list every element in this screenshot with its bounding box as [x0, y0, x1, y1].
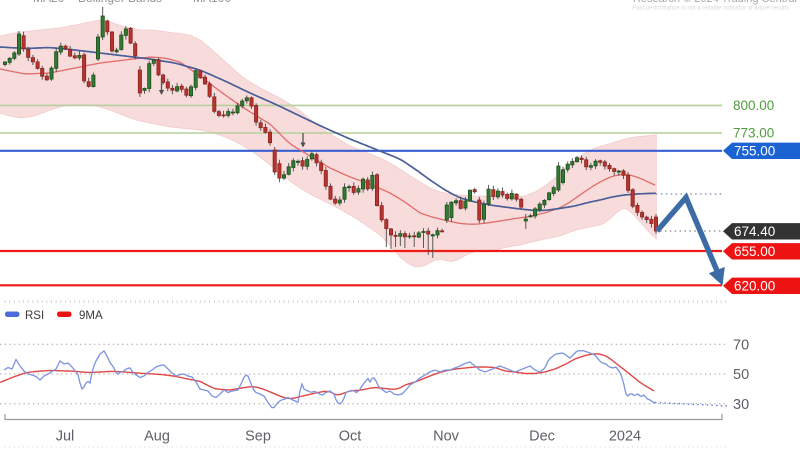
- svg-text:MA20: MA20: [33, 0, 65, 5]
- svg-text:50: 50: [733, 367, 749, 383]
- svg-text:MA100: MA100: [193, 0, 231, 5]
- svg-text:Oct: Oct: [339, 429, 362, 445]
- svg-text:755.00: 755.00: [734, 144, 775, 159]
- svg-text:655.00: 655.00: [734, 244, 775, 259]
- svg-text:Jul: Jul: [56, 429, 75, 445]
- svg-text:2024: 2024: [609, 429, 641, 445]
- svg-text:30: 30: [733, 397, 749, 413]
- svg-text:773.00: 773.00: [733, 126, 774, 141]
- svg-text:Nov: Nov: [433, 429, 460, 445]
- svg-text:620.00: 620.00: [734, 279, 775, 294]
- svg-text:Sep: Sep: [245, 429, 271, 445]
- svg-text:674.40: 674.40: [734, 224, 775, 239]
- svg-text:RSI: RSI: [25, 310, 44, 322]
- svg-text:Aug: Aug: [144, 429, 170, 445]
- svg-text:Research © 2024 Trading Centra: Research © 2024 Trading Central: [633, 0, 797, 5]
- svg-text:Past performance is not a reli: Past performance is not a reliable indic…: [632, 5, 789, 11]
- svg-text:70: 70: [733, 338, 749, 354]
- svg-text:Bollinger Bands: Bollinger Bands: [78, 0, 162, 5]
- svg-text:800.00: 800.00: [733, 98, 774, 113]
- svg-text:Dec: Dec: [529, 429, 555, 445]
- svg-text:9MA: 9MA: [79, 310, 103, 322]
